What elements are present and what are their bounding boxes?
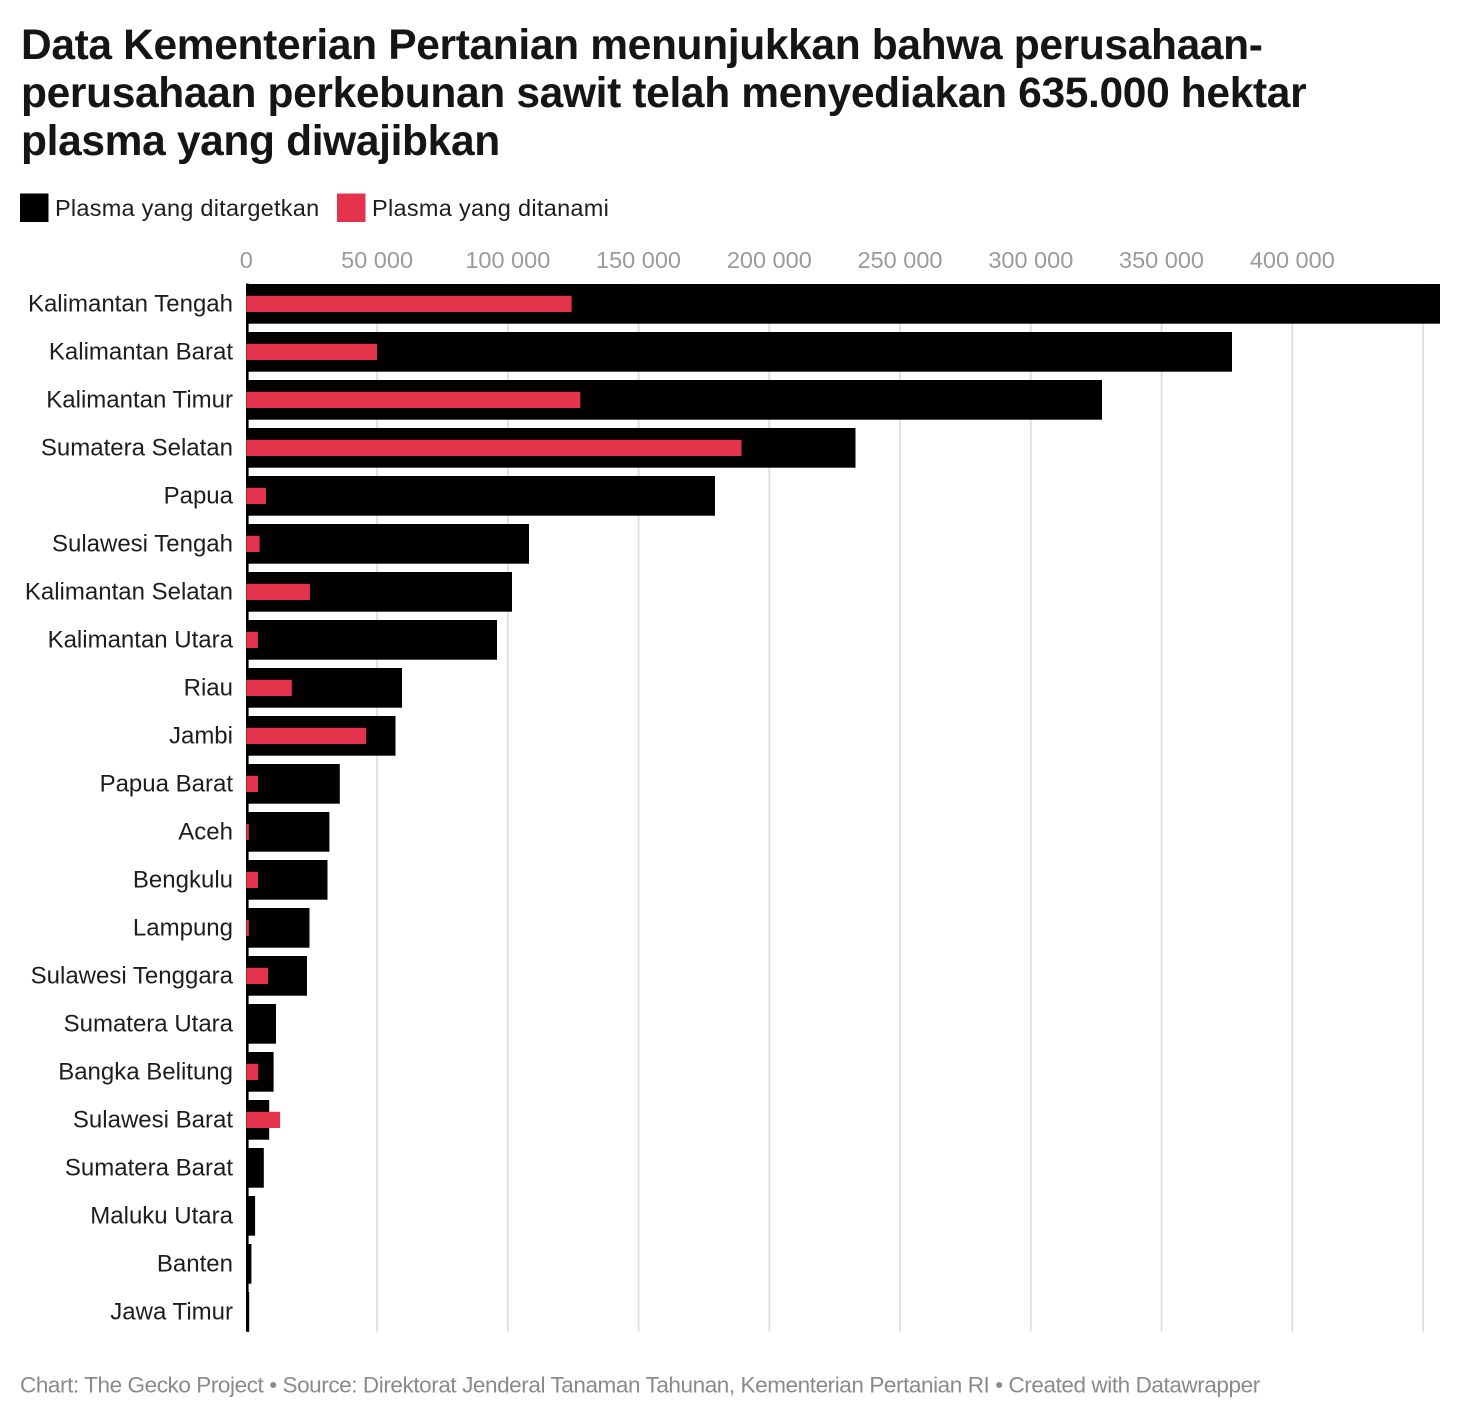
svg-text:Kalimantan Selatan: Kalimantan Selatan	[25, 579, 233, 606]
svg-text:Jambi: Jambi	[169, 723, 233, 750]
svg-text:Riau: Riau	[184, 675, 233, 702]
svg-text:Papua: Papua	[164, 483, 234, 510]
svg-text:Kalimantan Timur: Kalimantan Timur	[46, 387, 233, 414]
svg-text:Plasma yang ditargetkan: Plasma yang ditargetkan	[55, 195, 319, 221]
svg-text:Sumatera Barat: Sumatera Barat	[65, 1155, 233, 1182]
svg-text:Chart: The Gecko Project • Sou: Chart: The Gecko Project • Source: Direk…	[20, 1373, 1261, 1398]
svg-text:Data Kementerian Pertanian men: Data Kementerian Pertanian menunjukkan b…	[21, 22, 1263, 69]
svg-text:150 000: 150 000	[596, 247, 681, 273]
svg-text:Sulawesi Tenggara: Sulawesi Tenggara	[31, 963, 234, 990]
svg-text:perusahaan perkebunan sawit te: perusahaan perkebunan sawit telah menyed…	[21, 70, 1306, 117]
svg-text:Aceh: Aceh	[178, 819, 233, 846]
svg-text:100 000: 100 000	[465, 247, 550, 273]
svg-text:Bangka Belitung: Bangka Belitung	[58, 1059, 233, 1086]
svg-text:Plasma yang ditanami: Plasma yang ditanami	[372, 195, 609, 221]
svg-text:200 000: 200 000	[727, 247, 812, 273]
svg-text:Kalimantan Tengah: Kalimantan Tengah	[28, 291, 233, 318]
svg-text:Jawa Timur: Jawa Timur	[110, 1299, 233, 1326]
svg-text:50 000: 50 000	[341, 247, 413, 273]
svg-text:Banten: Banten	[157, 1251, 233, 1278]
svg-text:350 000: 350 000	[1119, 247, 1204, 273]
svg-text:Lampung: Lampung	[133, 915, 233, 942]
svg-text:Kalimantan Utara: Kalimantan Utara	[48, 627, 234, 654]
svg-text:Bengkulu: Bengkulu	[133, 867, 233, 894]
svg-text:Sumatera Utara: Sumatera Utara	[64, 1011, 234, 1038]
svg-text:Sumatera Selatan: Sumatera Selatan	[41, 435, 233, 462]
svg-text:300 000: 300 000	[988, 247, 1073, 273]
svg-text:Sulawesi Tengah: Sulawesi Tengah	[52, 531, 233, 558]
svg-text:250 000: 250 000	[858, 247, 943, 273]
svg-text:0: 0	[240, 247, 253, 273]
svg-text:Maluku Utara: Maluku Utara	[90, 1203, 233, 1230]
svg-text:Kalimantan Barat: Kalimantan Barat	[49, 339, 233, 366]
svg-text:Papua Barat: Papua Barat	[100, 771, 234, 798]
svg-text:Sulawesi Barat: Sulawesi Barat	[73, 1107, 233, 1134]
svg-text:400 000: 400 000	[1250, 247, 1335, 273]
svg-text:plasma yang diwajibkan: plasma yang diwajibkan	[21, 118, 500, 165]
